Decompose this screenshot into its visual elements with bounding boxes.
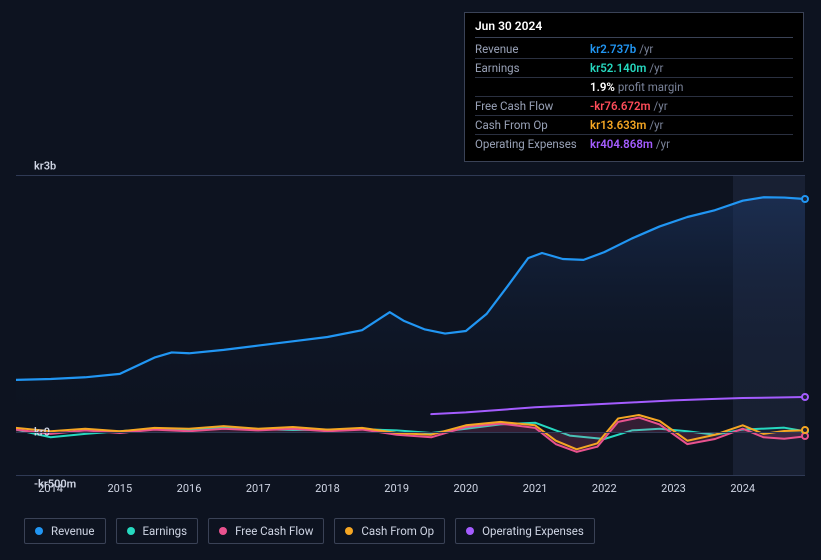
legend-item-operating-expenses[interactable]: Operating Expenses xyxy=(455,518,595,544)
tooltip-label: Revenue xyxy=(475,42,590,56)
tooltip-value: kr2.737b/yr xyxy=(590,42,653,56)
legend-item-earnings[interactable]: Earnings xyxy=(116,518,199,544)
tooltip-value: kr52.140m/yr xyxy=(590,61,663,75)
tooltip-row: Earningskr52.140m/yr xyxy=(475,59,793,78)
x-axis-label: 2024 xyxy=(730,482,755,495)
legend-swatch xyxy=(35,527,43,535)
legend-label: Revenue xyxy=(51,524,95,538)
tooltip-label: Cash From Op xyxy=(475,118,590,132)
series-end-marker xyxy=(801,195,809,203)
legend-swatch xyxy=(345,527,353,535)
legend-label: Free Cash Flow xyxy=(235,524,313,538)
tooltip-value: 1.9%profit margin xyxy=(590,80,683,94)
grid-line xyxy=(16,475,805,476)
legend-swatch xyxy=(127,527,135,535)
series-end-marker xyxy=(801,393,809,401)
tooltip-label: Operating Expenses xyxy=(475,137,590,151)
x-axis-label: 2014 xyxy=(38,482,63,495)
tooltip-label: Earnings xyxy=(475,61,590,75)
x-axis-label: 2015 xyxy=(107,482,132,495)
legend-label: Cash From Op xyxy=(361,524,434,538)
x-axis-label: 2018 xyxy=(315,482,340,495)
legend-label: Earnings xyxy=(143,524,188,538)
grid-line xyxy=(16,432,805,433)
tooltip-date: Jun 30 2024 xyxy=(475,19,793,38)
chart-legend: Revenue Earnings Free Cash Flow Cash From O… xyxy=(24,518,595,544)
legend-label: Operating Expenses xyxy=(482,524,584,538)
tooltip-row: Operating Expenseskr404.868m/yr xyxy=(475,135,793,153)
tooltip-value: kr13.633m/yr xyxy=(590,118,663,132)
x-axis-label: 2021 xyxy=(523,482,548,495)
legend-item-cash-from-op[interactable]: Cash From Op xyxy=(334,518,445,544)
x-axis-label: 2017 xyxy=(246,482,271,495)
grid-line xyxy=(16,175,805,176)
x-axis-label: 2020 xyxy=(453,482,478,495)
chart-plot-area: kr3bkr0-kr500m xyxy=(16,175,805,475)
tooltip-label: Free Cash Flow xyxy=(475,99,590,113)
tooltip-label xyxy=(475,80,590,94)
x-axis-label: 2016 xyxy=(177,482,202,495)
tooltip-row: Revenuekr2.737b/yr xyxy=(475,40,793,59)
tooltip-row: Cash From Opkr13.633m/yr xyxy=(475,116,793,135)
x-axis-label: 2023 xyxy=(661,482,686,495)
x-axis: 2014 2015 2016 2017 2018 2019 2020 2021 2022 2023… xyxy=(16,482,805,500)
legend-item-revenue[interactable]: Revenue xyxy=(24,518,106,544)
legend-item-free-cash-flow[interactable]: Free Cash Flow xyxy=(208,518,324,544)
legend-swatch xyxy=(466,527,474,535)
data-tooltip: Jun 30 2024 Revenuekr2.737b/yrEarningskr… xyxy=(464,12,804,162)
series-end-marker xyxy=(801,426,809,434)
tooltip-row: Free Cash Flow-kr76.672m/yr xyxy=(475,97,793,116)
tooltip-row: 1.9%profit margin xyxy=(475,78,793,97)
legend-swatch xyxy=(219,527,227,535)
tooltip-value: kr404.868m/yr xyxy=(590,137,670,151)
x-axis-label: 2022 xyxy=(592,482,617,495)
y-axis-label: kr3b xyxy=(34,160,56,173)
tooltip-value: -kr76.672m/yr xyxy=(590,99,668,113)
line-chart-svg xyxy=(16,175,805,475)
x-axis-label: 2019 xyxy=(384,482,409,495)
